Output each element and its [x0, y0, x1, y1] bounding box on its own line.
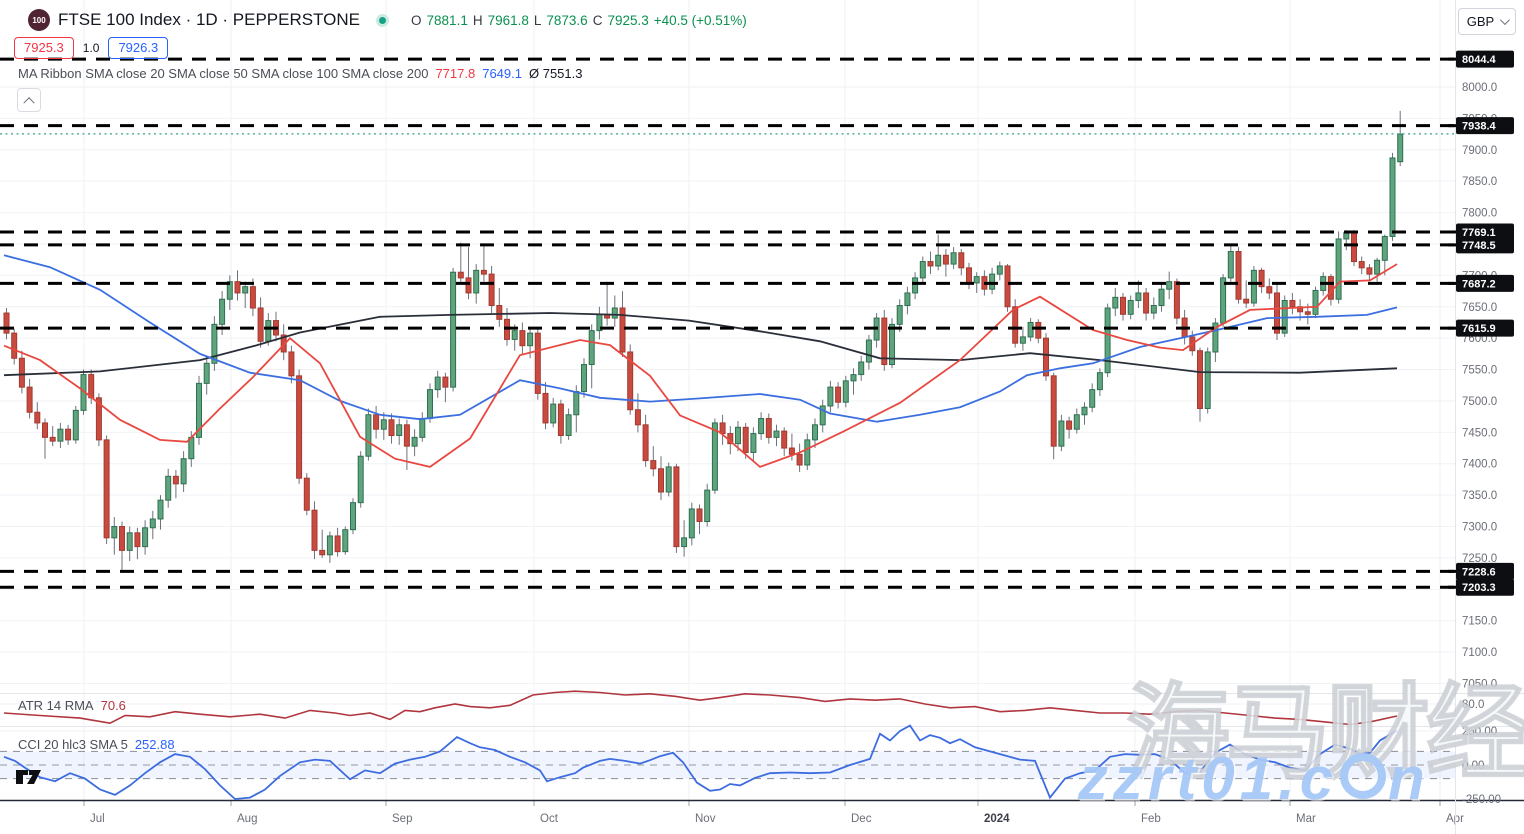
- svg-text:7500.0: 7500.0: [1462, 396, 1497, 408]
- svg-text:7150.0: 7150.0: [1462, 616, 1497, 628]
- svg-text:Jul: Jul: [90, 813, 105, 825]
- svg-text:Sep: Sep: [392, 813, 412, 825]
- svg-text:7687.2: 7687.2: [1462, 278, 1496, 290]
- sma50-value: 7649.1: [482, 66, 522, 81]
- bid-ask-row: 7925.3 1.0 7926.3: [14, 37, 169, 59]
- symbol-title[interactable]: FTSE 100 Index · 1D · PEPPERSTONE: [58, 10, 361, 29]
- ma-ribbon-legend[interactable]: MA Ribbon SMA close 20 SMA close 50 SMA …: [18, 66, 582, 81]
- svg-text:7228.6: 7228.6: [1462, 566, 1496, 578]
- svg-text:Aug: Aug: [237, 813, 257, 825]
- svg-text:8000.0: 8000.0: [1462, 82, 1497, 94]
- low-value: 7873.6: [546, 12, 588, 28]
- symbol-logo: 100: [28, 9, 50, 31]
- svg-text:7769.1: 7769.1: [1462, 227, 1496, 239]
- price-axis[interactable]: [1456, 0, 1524, 800]
- ohlc-values: O 7881.1 H 7961.8 L 7873.6 C 7925.3 +40.5 (+…: [411, 13, 747, 28]
- sell-button[interactable]: 7925.3: [14, 37, 74, 59]
- collapse-legend-button[interactable]: [17, 88, 41, 112]
- svg-text:Feb: Feb: [1141, 813, 1161, 825]
- svg-text:Nov: Nov: [695, 813, 716, 825]
- close-value: 7925.3: [607, 12, 649, 28]
- currency-selector[interactable]: GBP: [1458, 8, 1516, 35]
- atr-label: ATR 14 RMA: [18, 698, 94, 713]
- sma-average-value: Ø 7551.3: [528, 66, 583, 81]
- change-value: +40.5 (+0.51%): [653, 12, 747, 28]
- currency-value: GBP: [1466, 14, 1495, 29]
- svg-text:7450.0: 7450.0: [1462, 427, 1497, 439]
- svg-text:-250.00: -250.00: [1462, 794, 1501, 806]
- svg-text:7800.0: 7800.0: [1462, 208, 1497, 220]
- svg-text:7748.5: 7748.5: [1462, 240, 1496, 252]
- svg-text:7400.0: 7400.0: [1462, 459, 1497, 471]
- svg-text:7203.3: 7203.3: [1462, 582, 1496, 594]
- spread-value: 1.0: [82, 41, 100, 55]
- svg-text:7100.0: 7100.0: [1462, 647, 1497, 659]
- high-label: H: [472, 12, 483, 28]
- low-label: L: [533, 12, 542, 28]
- svg-text:7900.0: 7900.0: [1462, 145, 1497, 157]
- chevron-down-icon: [1500, 15, 1511, 26]
- close-label: C: [592, 12, 603, 28]
- svg-text:7250.0: 7250.0: [1462, 553, 1497, 565]
- svg-text:80.0: 80.0: [1462, 699, 1484, 711]
- time-axis[interactable]: [0, 801, 1455, 834]
- svg-text:Mar: Mar: [1296, 813, 1316, 825]
- svg-text:7300.0: 7300.0: [1462, 522, 1497, 534]
- svg-text:7850.0: 7850.0: [1462, 176, 1497, 188]
- market-status-icon[interactable]: [376, 13, 390, 27]
- tradingview-logo[interactable]: [16, 769, 46, 790]
- ma-ribbon-label: MA Ribbon SMA close 20 SMA close 50 SMA …: [18, 66, 429, 81]
- atr-legend[interactable]: ATR 14 RMA 70.6: [18, 698, 126, 713]
- cci-legend[interactable]: CCI 20 hlc3 SMA 5 252.88: [18, 737, 175, 752]
- svg-text:Dec: Dec: [851, 813, 872, 825]
- chevron-up-icon: [23, 97, 35, 109]
- svg-text:7938.4: 7938.4: [1462, 121, 1497, 133]
- high-value: 7961.8: [487, 12, 529, 28]
- svg-text:7650.0: 7650.0: [1462, 302, 1497, 314]
- cci-value: 252.88: [134, 737, 175, 752]
- svg-text:250.00: 250.00: [1462, 726, 1497, 738]
- svg-text:8044.4: 8044.4: [1462, 54, 1497, 66]
- buy-button[interactable]: 7926.3: [108, 37, 169, 59]
- open-label: O: [411, 12, 422, 28]
- atr-value: 70.6: [100, 698, 126, 713]
- svg-text:7350.0: 7350.0: [1462, 490, 1497, 502]
- svg-text:7550.0: 7550.0: [1462, 365, 1497, 377]
- sma20-value: 7717.8: [435, 66, 476, 81]
- svg-text:Oct: Oct: [540, 813, 559, 825]
- svg-text:7615.9: 7615.9: [1462, 323, 1496, 335]
- cci-label: CCI 20 hlc3 SMA 5: [18, 737, 128, 752]
- open-value: 7881.1: [426, 12, 468, 28]
- svg-text:0.00: 0.00: [1462, 760, 1484, 772]
- svg-text:7050.0: 7050.0: [1462, 679, 1497, 691]
- svg-text:2024: 2024: [984, 813, 1010, 825]
